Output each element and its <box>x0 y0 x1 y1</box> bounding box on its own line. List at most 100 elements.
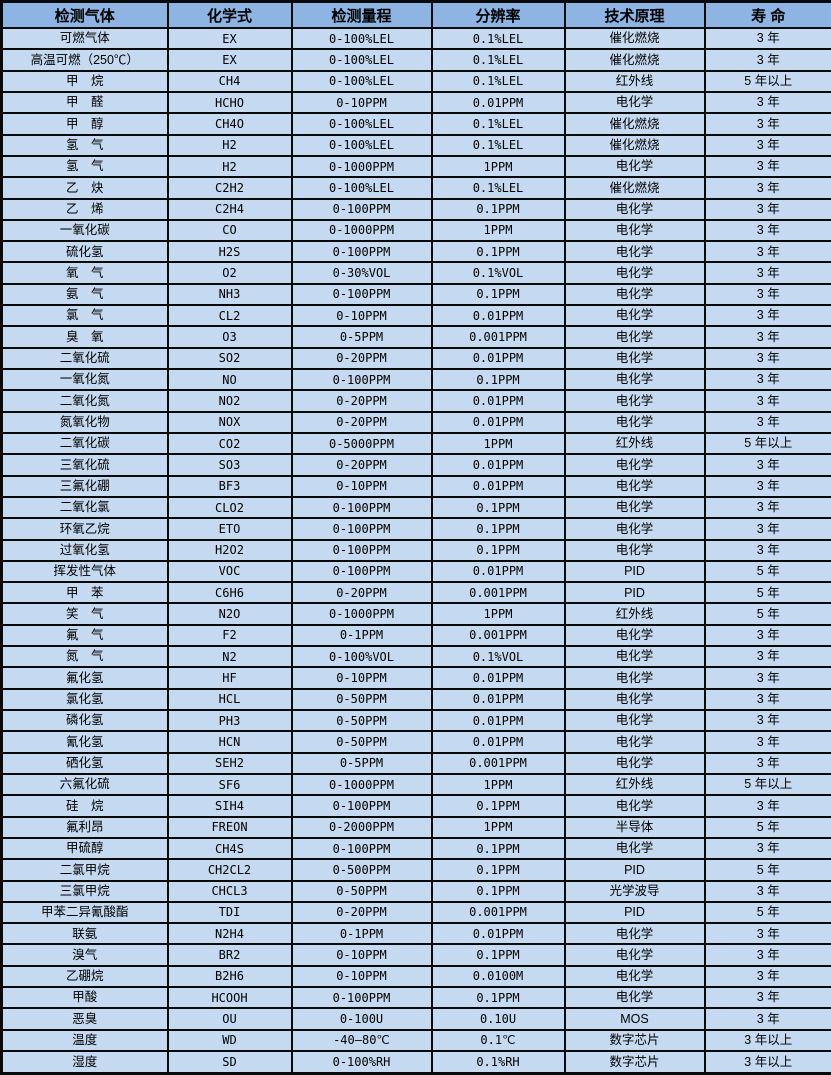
table-row: 高温可燃（250℃） EX 0-100%LEL 0.1%LEL 催化燃烧 3 年 <box>0 48 831 72</box>
cell-range: 0-5PPM <box>290 751 433 775</box>
cell-range: 0-100PPM <box>290 538 433 562</box>
cell-range: 0-100PPM <box>290 517 433 541</box>
cell-gas: 二氧化碳 <box>0 431 169 456</box>
cell-lifespan: 5 年 <box>703 900 831 925</box>
cell-principle: 催化燃烧 <box>563 133 706 157</box>
cell-resolution: 0.1PPM <box>430 240 566 264</box>
cell-resolution: 0.1PPM <box>430 836 566 861</box>
table-row: 甲硫醇 CH4S 0-100PPM 0.1PPM 电化学 3 年 <box>0 836 831 861</box>
cell-formula: CH4O <box>166 112 293 136</box>
table-row: 氢 气 H2 0-1000PPM 1PPM 电化学 3 年 <box>0 154 831 179</box>
cell-range: 0-100PPM <box>290 197 433 221</box>
cell-principle: 电化学 <box>563 474 706 498</box>
cell-formula: HCOOH <box>166 986 293 1010</box>
cell-lifespan: 3 年 <box>703 1007 831 1031</box>
table-row: 氨 气 NH3 0-100PPM 0.1PPM 电化学 3 年 <box>0 282 831 307</box>
cell-range: 0-50PPM <box>290 708 433 733</box>
table-row: 乙 炔 C2H2 0-100%LEL 0.1%LEL 催化燃烧 3 年 <box>0 176 831 200</box>
column-header-range: 检测量程 <box>290 0 433 29</box>
cell-lifespan: 3 年 <box>703 112 831 136</box>
cell-gas: 过氧化氢 <box>0 538 169 562</box>
table-row: 甲酸 HCOOH 0-100PPM 0.1PPM 电化学 3 年 <box>0 986 831 1010</box>
cell-principle: 电化学 <box>563 645 706 669</box>
cell-formula: O3 <box>166 325 293 349</box>
table-row: 氯化氢 HCL 0-50PPM 0.01PPM 电化学 3 年 <box>0 687 831 712</box>
cell-range: 0-100%RH <box>290 1050 433 1075</box>
cell-resolution: 0.01PPM <box>430 559 566 584</box>
cell-resolution: 1PPM <box>430 815 566 839</box>
cell-lifespan: 3 年 <box>703 645 831 669</box>
cell-resolution: 0.1PPM <box>430 282 566 307</box>
cell-gas: 氟利昂 <box>0 815 169 839</box>
cell-lifespan: 3 年 <box>703 708 831 733</box>
cell-range: 0-20PPM <box>290 389 433 413</box>
table-row: 三氯甲烷 CHCL3 0-50PPM 0.1PPM 光学波导 3 年 <box>0 879 831 903</box>
cell-formula: HCHO <box>166 90 293 115</box>
column-header-principle: 技术原理 <box>563 0 706 29</box>
cell-resolution: 0.01PPM <box>430 666 566 690</box>
cell-gas: 一氧化氮 <box>0 367 169 392</box>
cell-lifespan: 3 年 <box>703 26 831 51</box>
table-row: 磷化氢 PH3 0-50PPM 0.01PPM 电化学 3 年 <box>0 708 831 733</box>
cell-lifespan: 3 年 <box>703 218 831 243</box>
cell-principle: 红外线 <box>563 772 706 797</box>
cell-range: 0-500PPM <box>290 858 433 882</box>
table-row: 氧 气 O2 0-30%VOL 0.1%VOL 电化学 3 年 <box>0 261 831 285</box>
cell-range: 0-1000PPM <box>290 154 433 179</box>
cell-gas: 三氟化硼 <box>0 474 169 498</box>
cell-formula: SF6 <box>166 772 293 797</box>
cell-resolution: 0.01PPM <box>430 304 566 328</box>
cell-gas: 甲酸 <box>0 986 169 1010</box>
cell-range: 0-1000PPM <box>290 218 433 243</box>
cell-formula: CH4 <box>166 69 293 93</box>
table-row: 氮 气 N2 0-100%VOL 0.1%VOL 电化学 3 年 <box>0 645 831 669</box>
cell-lifespan: 3 年 <box>703 495 831 520</box>
table-row: 氟 气 F2 0-1PPM 0.001PPM 电化学 3 年 <box>0 623 831 648</box>
cell-lifespan: 3 年 <box>703 240 831 264</box>
cell-lifespan: 3 年 <box>703 176 831 200</box>
cell-principle: 电化学 <box>563 197 706 221</box>
cell-lifespan: 3 年 <box>703 410 831 434</box>
table-row: 一氧化氮 NO 0-100PPM 0.1PPM 电化学 3 年 <box>0 367 831 392</box>
cell-resolution: 0.1%LEL <box>430 176 566 200</box>
cell-resolution: 0.1PPM <box>430 858 566 882</box>
cell-principle: 数字芯片 <box>563 1050 706 1075</box>
cell-formula: N2 <box>166 645 293 669</box>
cell-resolution: 0.1PPM <box>430 495 566 520</box>
cell-lifespan: 3 年 <box>703 687 831 712</box>
cell-resolution: 0.01PPM <box>430 346 566 371</box>
table-row: 甲 苯 C6H6 0-20PPM 0.001PPM PID 5 年 <box>0 581 831 605</box>
cell-lifespan: 3 年 <box>703 453 831 477</box>
cell-gas: 乙 烯 <box>0 197 169 221</box>
cell-resolution: 1PPM <box>430 431 566 456</box>
cell-lifespan: 3 年 <box>703 538 831 562</box>
cell-resolution: 0.1%LEL <box>430 133 566 157</box>
cell-lifespan: 5 年 <box>703 581 831 605</box>
cell-range: -40—80℃ <box>290 1028 433 1053</box>
cell-principle: 电化学 <box>563 751 706 775</box>
cell-lifespan: 3 年 <box>703 986 831 1010</box>
cell-resolution: 1PPM <box>430 602 566 626</box>
cell-gas: 甲硫醇 <box>0 836 169 861</box>
cell-range: 0-2000PPM <box>290 815 433 839</box>
cell-formula: CHCL3 <box>166 879 293 903</box>
cell-resolution: 0.001PPM <box>430 623 566 648</box>
cell-range: 0-100U <box>290 1007 433 1031</box>
cell-formula: H2 <box>166 133 293 157</box>
cell-formula: BR2 <box>166 943 293 967</box>
cell-lifespan: 3 年 <box>703 90 831 115</box>
cell-range: 0-20PPM <box>290 581 433 605</box>
cell-principle: 电化学 <box>563 986 706 1010</box>
cell-lifespan: 3 年 <box>703 836 831 861</box>
cell-formula: CO2 <box>166 431 293 456</box>
cell-resolution: 0.1%LEL <box>430 112 566 136</box>
cell-lifespan: 3 年 <box>703 261 831 285</box>
table-row: 二氧化氯 CLO2 0-100PPM 0.1PPM 电化学 3 年 <box>0 495 831 520</box>
cell-formula: PH3 <box>166 708 293 733</box>
cell-range: 0-5PPM <box>290 325 433 349</box>
cell-resolution: 0.1%VOL <box>430 261 566 285</box>
cell-range: 0-100PPM <box>290 495 433 520</box>
table-row: 二氧化碳 CO2 0-5000PPM 1PPM 红外线 5 年以上 <box>0 431 831 456</box>
cell-range: 0-50PPM <box>290 879 433 903</box>
